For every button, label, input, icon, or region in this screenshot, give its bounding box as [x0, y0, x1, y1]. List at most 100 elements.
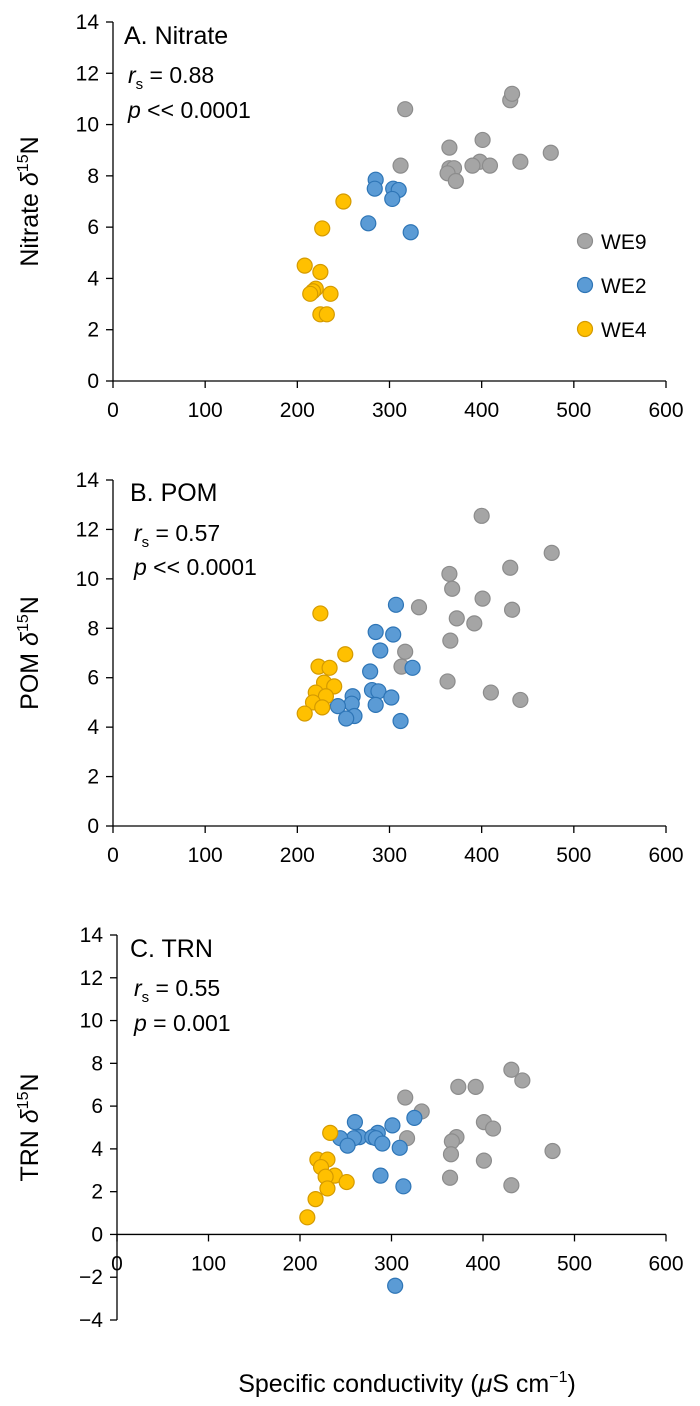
legend: WE9 WE2 WE4 — [576, 231, 647, 342]
stat-p: p << 0.0001 — [127, 97, 251, 123]
data-point-we9 — [444, 580, 461, 597]
x-tick-label: 600 — [648, 844, 683, 867]
x-tick-label: 0 — [111, 1252, 123, 1275]
y-tick-label: 12 — [76, 62, 99, 85]
x-tick-label: 100 — [188, 399, 223, 422]
data-point-we9 — [442, 632, 459, 649]
data-point-we9 — [450, 1078, 467, 1095]
x-tick-label: 500 — [557, 1252, 592, 1275]
data-point-we9 — [397, 643, 414, 660]
y-tick-label: 4 — [91, 1138, 103, 1161]
data-point-we2 — [366, 180, 383, 197]
data-point-we9 — [484, 1120, 502, 1137]
x-tick-label: 300 — [374, 1252, 409, 1275]
data-point-we2 — [346, 1114, 363, 1131]
legend-label-we2: WE2 — [601, 275, 647, 298]
y-tick-label: 0 — [87, 370, 99, 393]
stat-r: rs = 0.55 — [134, 975, 220, 1006]
data-point-we4 — [312, 605, 329, 622]
y-tick-label: −2 — [79, 1266, 103, 1289]
y-tick-label: 0 — [91, 1223, 103, 1246]
data-point-we2 — [374, 1135, 391, 1152]
data-point-we4 — [314, 699, 331, 716]
data-point-we9 — [512, 153, 529, 170]
x-tick-label: 300 — [372, 399, 407, 422]
x-tick-label: 0 — [107, 844, 119, 867]
panel-title: C. TRN — [130, 935, 213, 963]
data-point-we9 — [474, 590, 491, 607]
data-point-we9 — [542, 144, 559, 161]
y-tick-label: 14 — [76, 11, 100, 34]
data-point-we4 — [314, 220, 331, 237]
data-point-we2 — [385, 626, 402, 643]
x-tick-label: 100 — [188, 844, 223, 867]
data-point-we4 — [335, 193, 352, 210]
y-tick-label: 2 — [87, 766, 99, 789]
data-point-we9 — [482, 684, 499, 701]
data-point-we9 — [503, 601, 521, 618]
data-point-we9 — [503, 1177, 520, 1194]
data-point-we4 — [302, 285, 319, 302]
data-point-we4 — [307, 1191, 324, 1208]
data-point-we4 — [338, 1173, 355, 1191]
data-point-we4 — [322, 285, 339, 302]
y-axis-label: Nitrate δ15N — [15, 136, 44, 266]
legend-label-we9: WE9 — [601, 231, 647, 254]
data-point-we9 — [441, 139, 458, 156]
data-point-we2 — [339, 1137, 356, 1154]
data-point-we9 — [441, 1169, 459, 1186]
data-point-we9 — [543, 544, 560, 562]
data-point-we9 — [512, 691, 529, 709]
data-point-we9 — [502, 559, 519, 576]
data-point-we2 — [329, 698, 346, 715]
data-point-we4 — [296, 705, 313, 722]
stat-r: rs = 0.88 — [128, 62, 214, 93]
y-tick-label: 10 — [76, 568, 99, 591]
data-point-we9 — [392, 157, 409, 174]
y-tick-label: 6 — [91, 1095, 103, 1118]
data-point-we9 — [410, 599, 428, 616]
data-point-we2 — [372, 1167, 389, 1184]
stat-r: rs = 0.57 — [134, 520, 220, 551]
data-point-we9 — [439, 673, 456, 690]
legend-marker-we2 — [576, 276, 594, 294]
x-tick-label: 500 — [556, 844, 591, 867]
stat-p: p << 0.0001 — [133, 554, 257, 580]
x-tick-label: 400 — [464, 399, 499, 422]
data-point-we4 — [322, 1124, 339, 1141]
panel-title: B. POM — [130, 479, 218, 507]
x-tick-label: 500 — [556, 399, 591, 422]
data-point-we2 — [360, 215, 377, 232]
y-tick-label: −4 — [79, 1309, 103, 1332]
data-point-we9 — [503, 85, 521, 102]
data-point-we2 — [383, 689, 400, 706]
data-point-we2 — [362, 663, 379, 680]
x-axis-label: Specific conductivity (μS cm−1) — [238, 1369, 576, 1398]
y-tick-label: 10 — [80, 1010, 103, 1033]
data-point-we2 — [406, 1109, 423, 1126]
y-tick-label: 0 — [87, 815, 99, 838]
y-tick-label: 4 — [87, 716, 99, 739]
y-tick-label: 14 — [80, 924, 104, 947]
data-point-we2 — [392, 712, 409, 730]
panel-a-nitrate: 0 2 4 6 8 10 12 14 0 100 200 300 400 500 600 A. Nitrate… — [15, 11, 684, 422]
y-tick-label: 8 — [87, 617, 99, 640]
data-point-we9 — [503, 1061, 520, 1078]
data-point-we4 — [299, 1209, 316, 1226]
x-tick-label: 300 — [372, 844, 407, 867]
data-point-we4 — [319, 1180, 336, 1197]
data-point-we9 — [467, 1078, 484, 1095]
data-point-we2 — [384, 1117, 401, 1134]
data-point-we9 — [475, 1152, 493, 1169]
y-tick-label: 12 — [80, 967, 103, 990]
data-point-we4 — [312, 263, 329, 281]
x-tick-label: 600 — [648, 399, 683, 422]
data-point-we2 — [367, 696, 384, 714]
data-point-we4 — [337, 646, 354, 663]
data-point-we9 — [514, 1072, 531, 1089]
data-point-we9 — [441, 565, 458, 583]
data-point-we2 — [404, 659, 421, 676]
y-tick-label: 6 — [87, 667, 99, 690]
data-point-we2 — [391, 1139, 408, 1156]
